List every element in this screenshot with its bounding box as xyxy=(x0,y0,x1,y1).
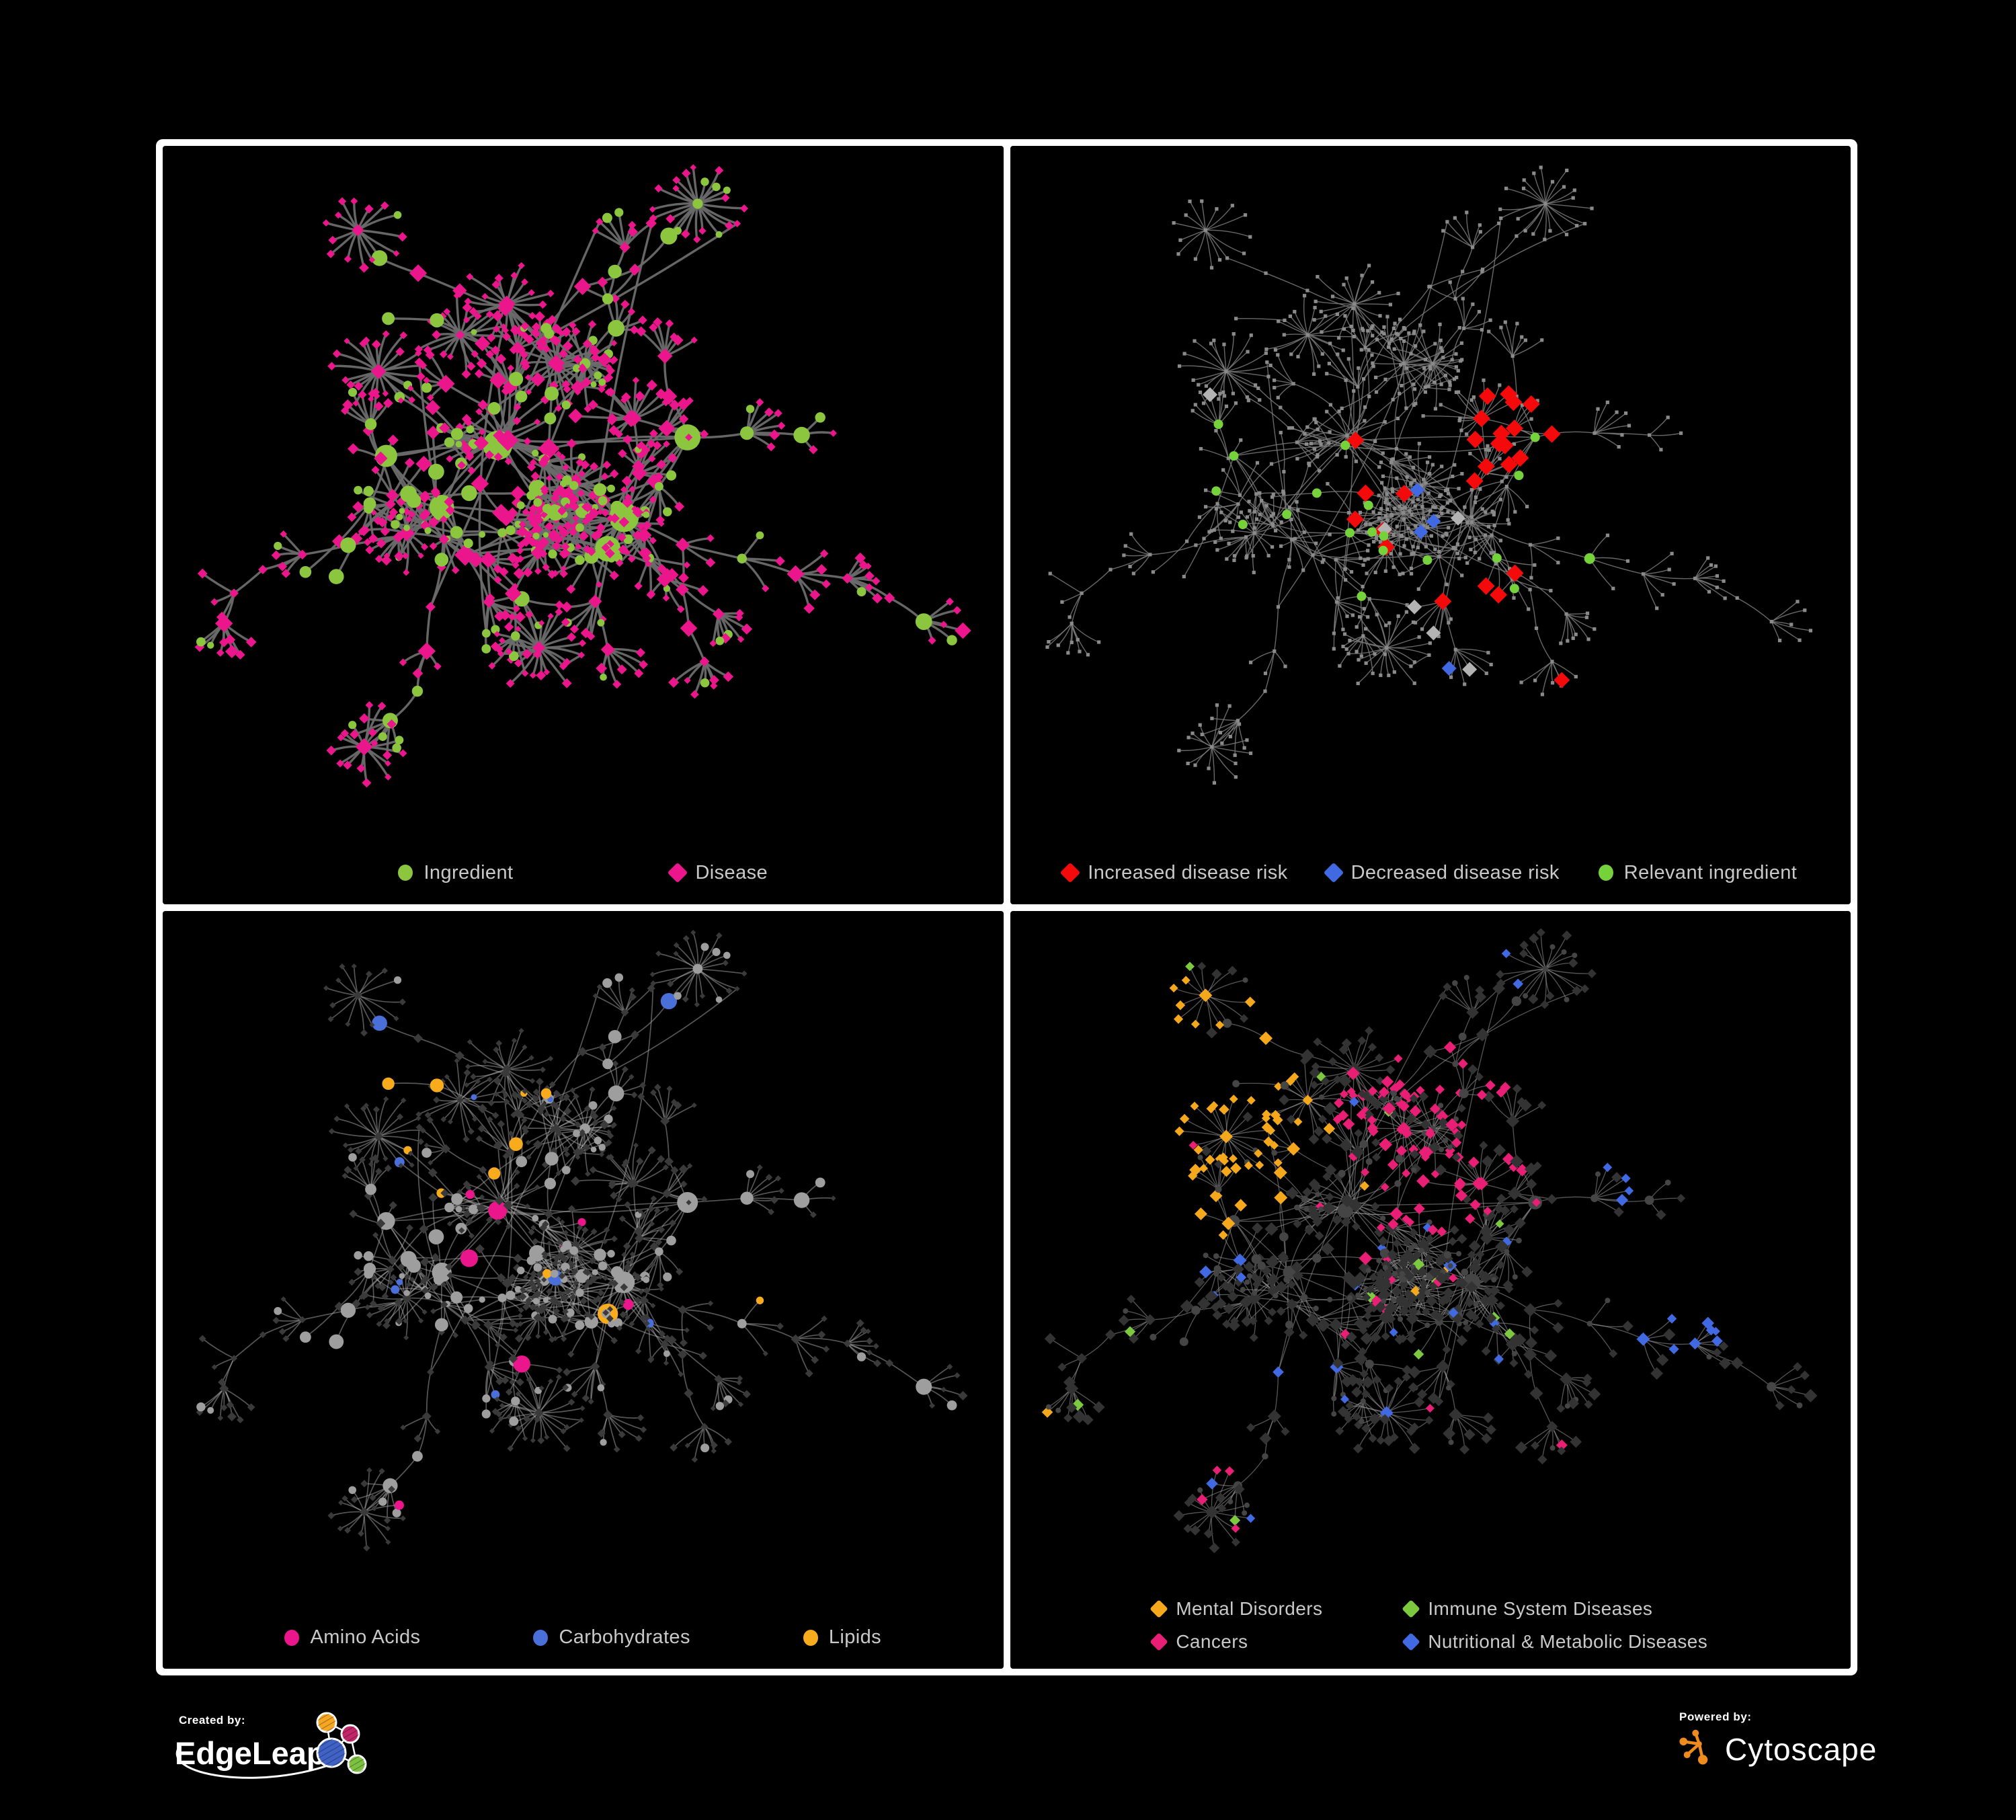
legend-item: Nutritional & Metabolic Diseases xyxy=(1402,1631,1708,1653)
legend-marker-metabolic-diseases xyxy=(1402,1632,1421,1651)
legend-marker-cancers xyxy=(1150,1632,1169,1651)
network-graph-disease-risk xyxy=(1045,165,1812,785)
legend-label: Cancers xyxy=(1176,1631,1248,1652)
white-grid-frame: Ingredient Disease Increased disease ris… xyxy=(156,139,1857,1675)
network-graph-disease-categories xyxy=(1041,928,1817,1553)
legend-label: Nutritional & Metabolic Diseases xyxy=(1428,1631,1708,1652)
panel-disease-risk-network: Increased disease risk Decreased disease… xyxy=(1010,146,1851,904)
panel-ingredient-categories-network: Amino Acids Carbohydrates Lipids xyxy=(163,910,1004,1669)
legend-disease-categories: Mental Disorders Immune System Diseases … xyxy=(1010,1598,1851,1653)
powered-by-label: Powered by: xyxy=(1679,1710,1752,1723)
created-by-label: Created by: xyxy=(179,1714,245,1727)
legend-item: Mental Disorders xyxy=(1150,1598,1405,1620)
cytoscape-credit: Powered by: Cytoscape xyxy=(1679,1710,1975,1798)
network-graph-ingredient-categories xyxy=(196,929,968,1552)
edgeleap-credit: Created by: EdgeLeap xyxy=(160,1697,382,1811)
cytoscape-wordmark: Cytoscape xyxy=(1725,1732,1878,1767)
legend-label: Mental Disorders xyxy=(1176,1598,1323,1619)
network-graph-ingredient-disease xyxy=(194,164,971,788)
legend-label: Immune System Diseases xyxy=(1428,1598,1653,1619)
edgeleap-swoosh xyxy=(175,1745,339,1779)
legend-item: Cancers xyxy=(1150,1631,1405,1653)
panel-disease-categories-network: Mental Disorders Immune System Diseases … xyxy=(1010,910,1851,1669)
legend-item: Immune System Diseases xyxy=(1402,1598,1707,1620)
panel-ingredient-disease-network: Ingredient Disease xyxy=(163,146,1004,904)
edgeleap-wordmark: EdgeLeap xyxy=(175,1735,326,1771)
legend-marker-mental-disorders xyxy=(1150,1599,1169,1618)
legend-marker-immune-diseases xyxy=(1402,1599,1421,1618)
cytoscape-logo-icon xyxy=(1679,1729,1708,1765)
edgeleap-network-glyph xyxy=(316,1712,367,1774)
edgeleap-logo: Created by: EdgeLeap xyxy=(175,1712,367,1779)
